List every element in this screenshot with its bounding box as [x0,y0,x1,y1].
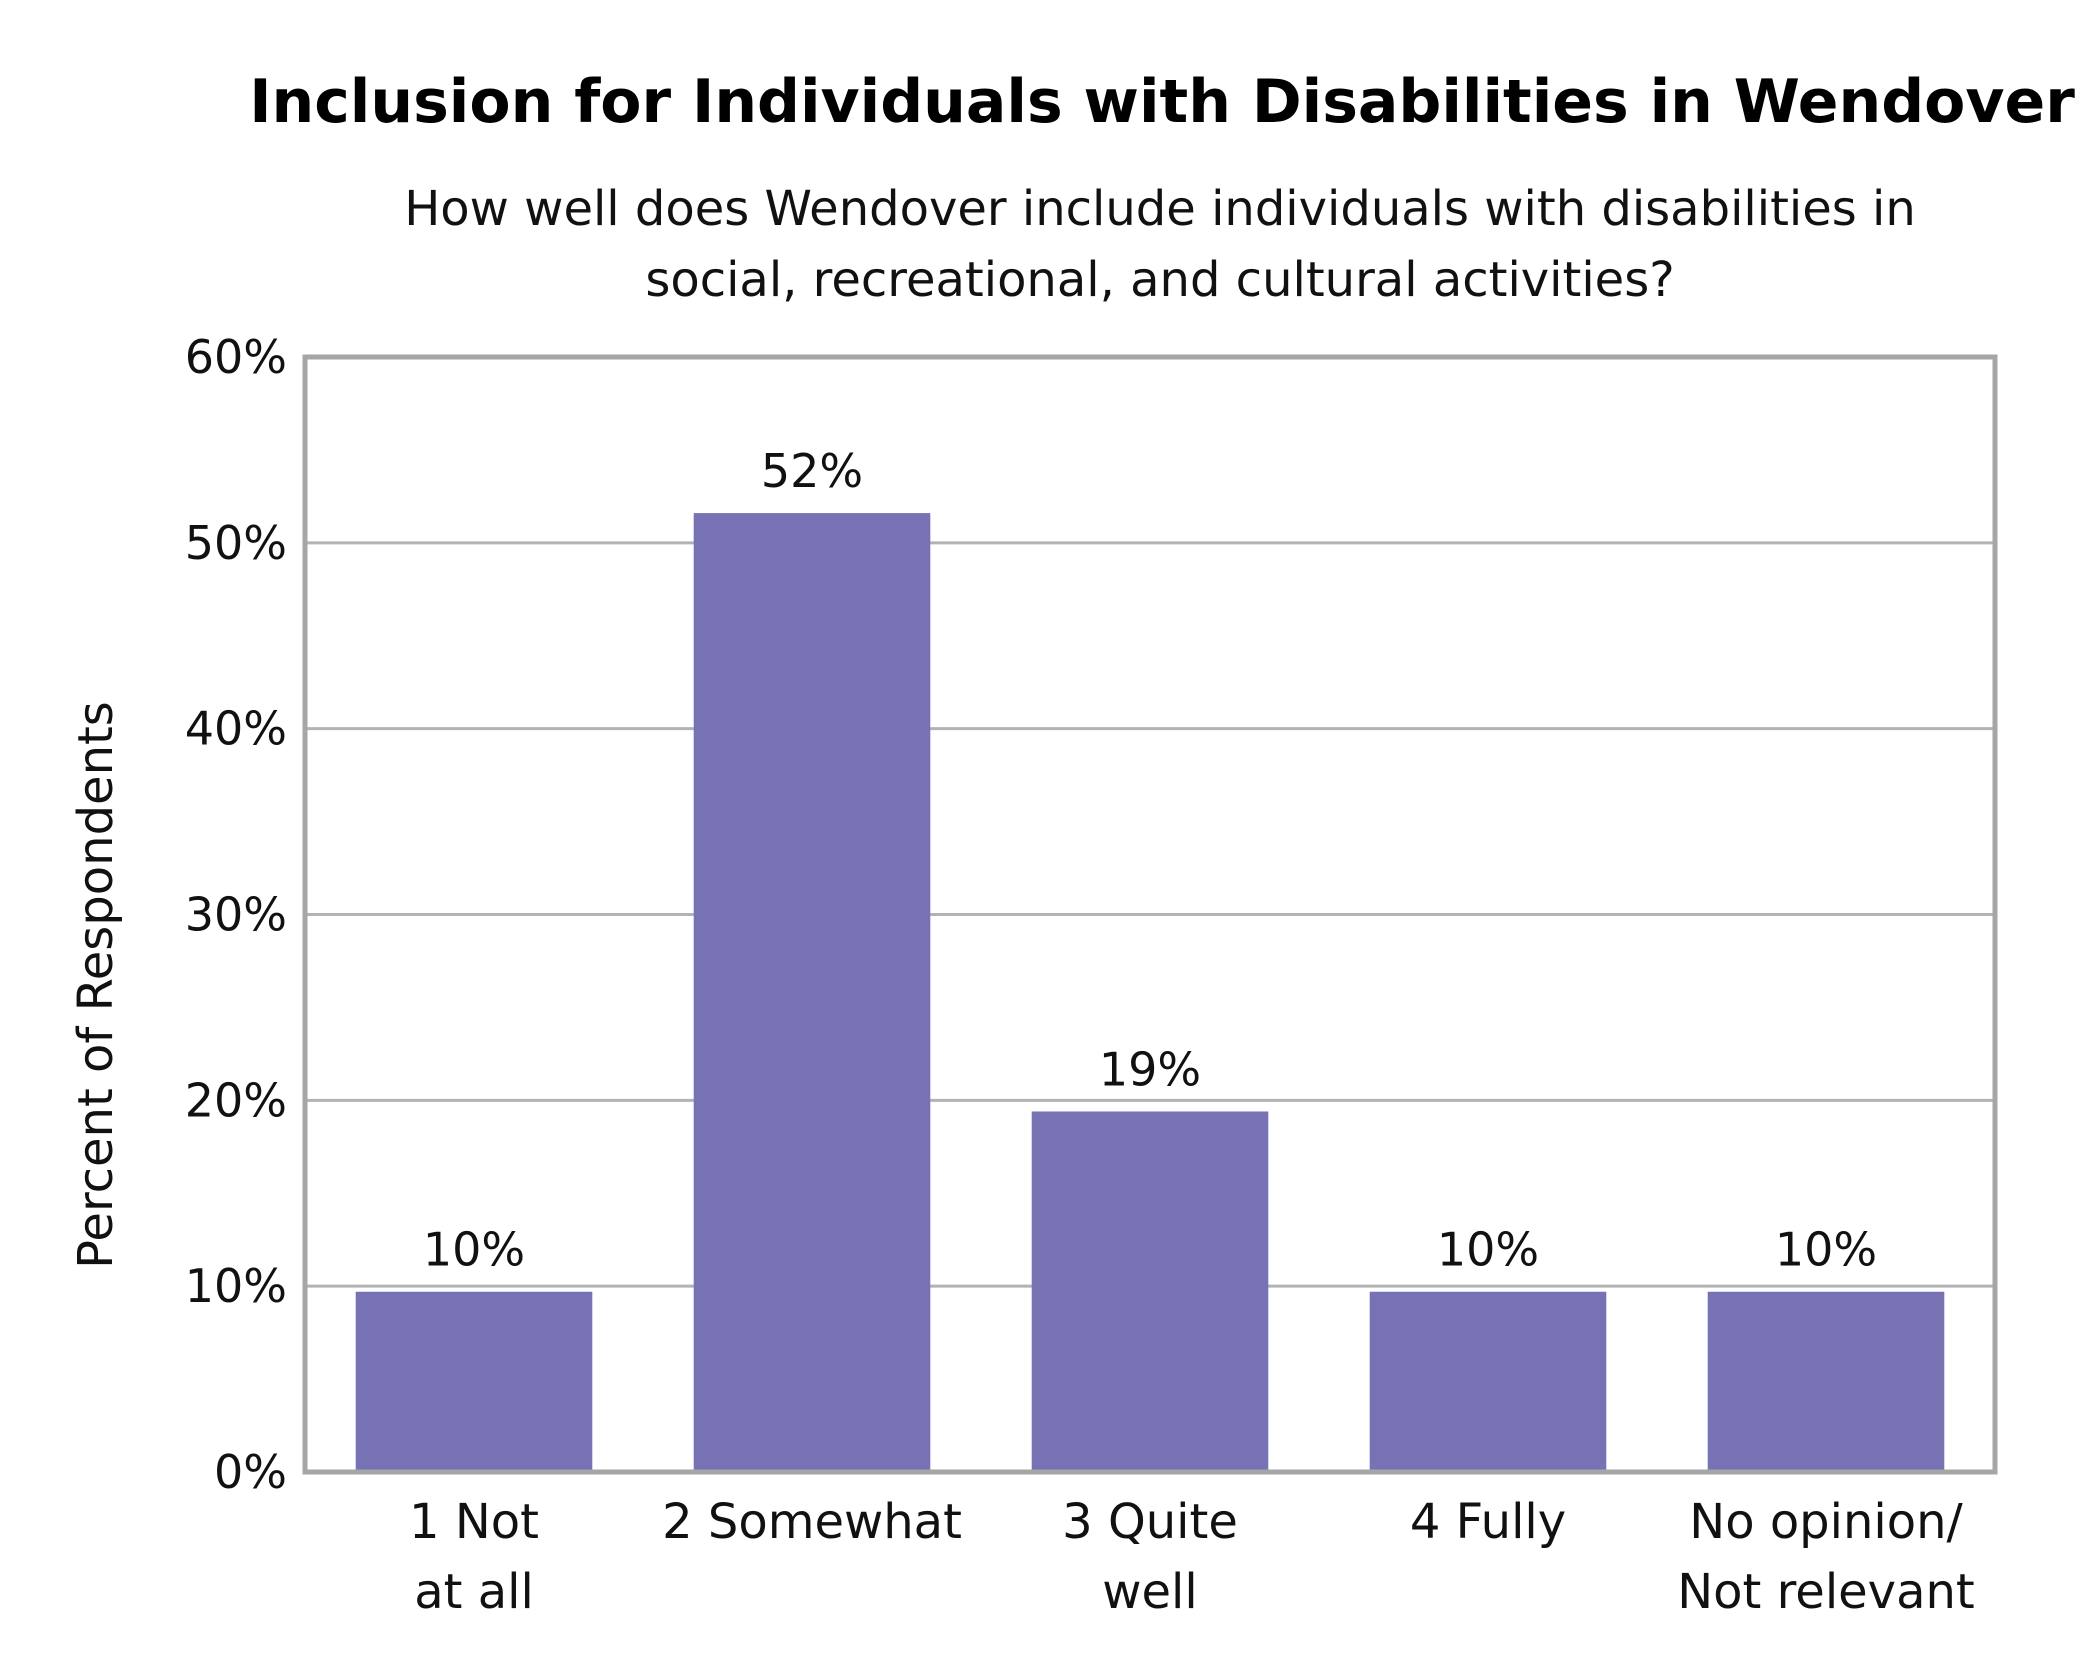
x-category-label-2-line-1: well [1102,1564,1197,1620]
x-category-label-0-line-1: at all [414,1564,534,1620]
x-category-label-3-line-0: 4 Fully [1410,1494,1566,1550]
data-label-0: 10% [423,1223,525,1277]
x-category-label-2-line-0: 3 Quite [1062,1494,1238,1550]
x-category-label-4-line-0: No opinion/ [1689,1494,1963,1550]
data-label-1: 52% [761,444,863,498]
plot-border [302,354,1998,1475]
chart-subtitle-line-1: How well does Wendover include individua… [404,181,1916,237]
bar-3 [1369,1291,1607,1472]
y-tick-label-6: 60% [185,330,287,384]
y-tick-label-0: 0% [214,1445,287,1499]
y-tick-label-5: 50% [185,516,287,570]
data-labels: 10% 52% 19% 10% 10% [423,444,1877,1277]
bars [355,513,1945,1472]
chart-title: Inclusion for Individuals with Disabilit… [249,67,2075,137]
y-tick-label-2: 20% [185,1073,287,1127]
bar-4 [1707,1291,1945,1472]
y-tick-label-4: 40% [185,702,287,756]
data-label-4: 10% [1775,1223,1877,1277]
x-category-label-4-line-1: Not relevant [1677,1564,1975,1620]
bar-1 [693,513,931,1472]
x-category-label-0-line-0: 1 Not [409,1494,539,1550]
bar-0 [355,1291,593,1472]
y-tick-label-3: 30% [185,888,287,942]
data-label-3: 10% [1437,1223,1539,1277]
y-tick-labels: 0% 10% 20% 30% 40% 50% 60% [185,330,287,1499]
x-category-labels: 1 Not at all 2 Somewhat 3 Quite well 4 Fully N… [409,1494,1975,1620]
y-tick-label-1: 10% [185,1259,287,1313]
plot-frame [302,354,1998,1475]
chart-subtitle-line-2: social, recreational, and cultural activ… [645,252,1674,308]
gridlines [305,541,1995,1288]
bar-2 [1031,1111,1269,1472]
data-label-2: 19% [1099,1042,1201,1096]
y-axis-label: Percent of Respondents [68,701,124,1269]
x-category-label-1-line-0: 2 Somewhat [662,1494,962,1550]
